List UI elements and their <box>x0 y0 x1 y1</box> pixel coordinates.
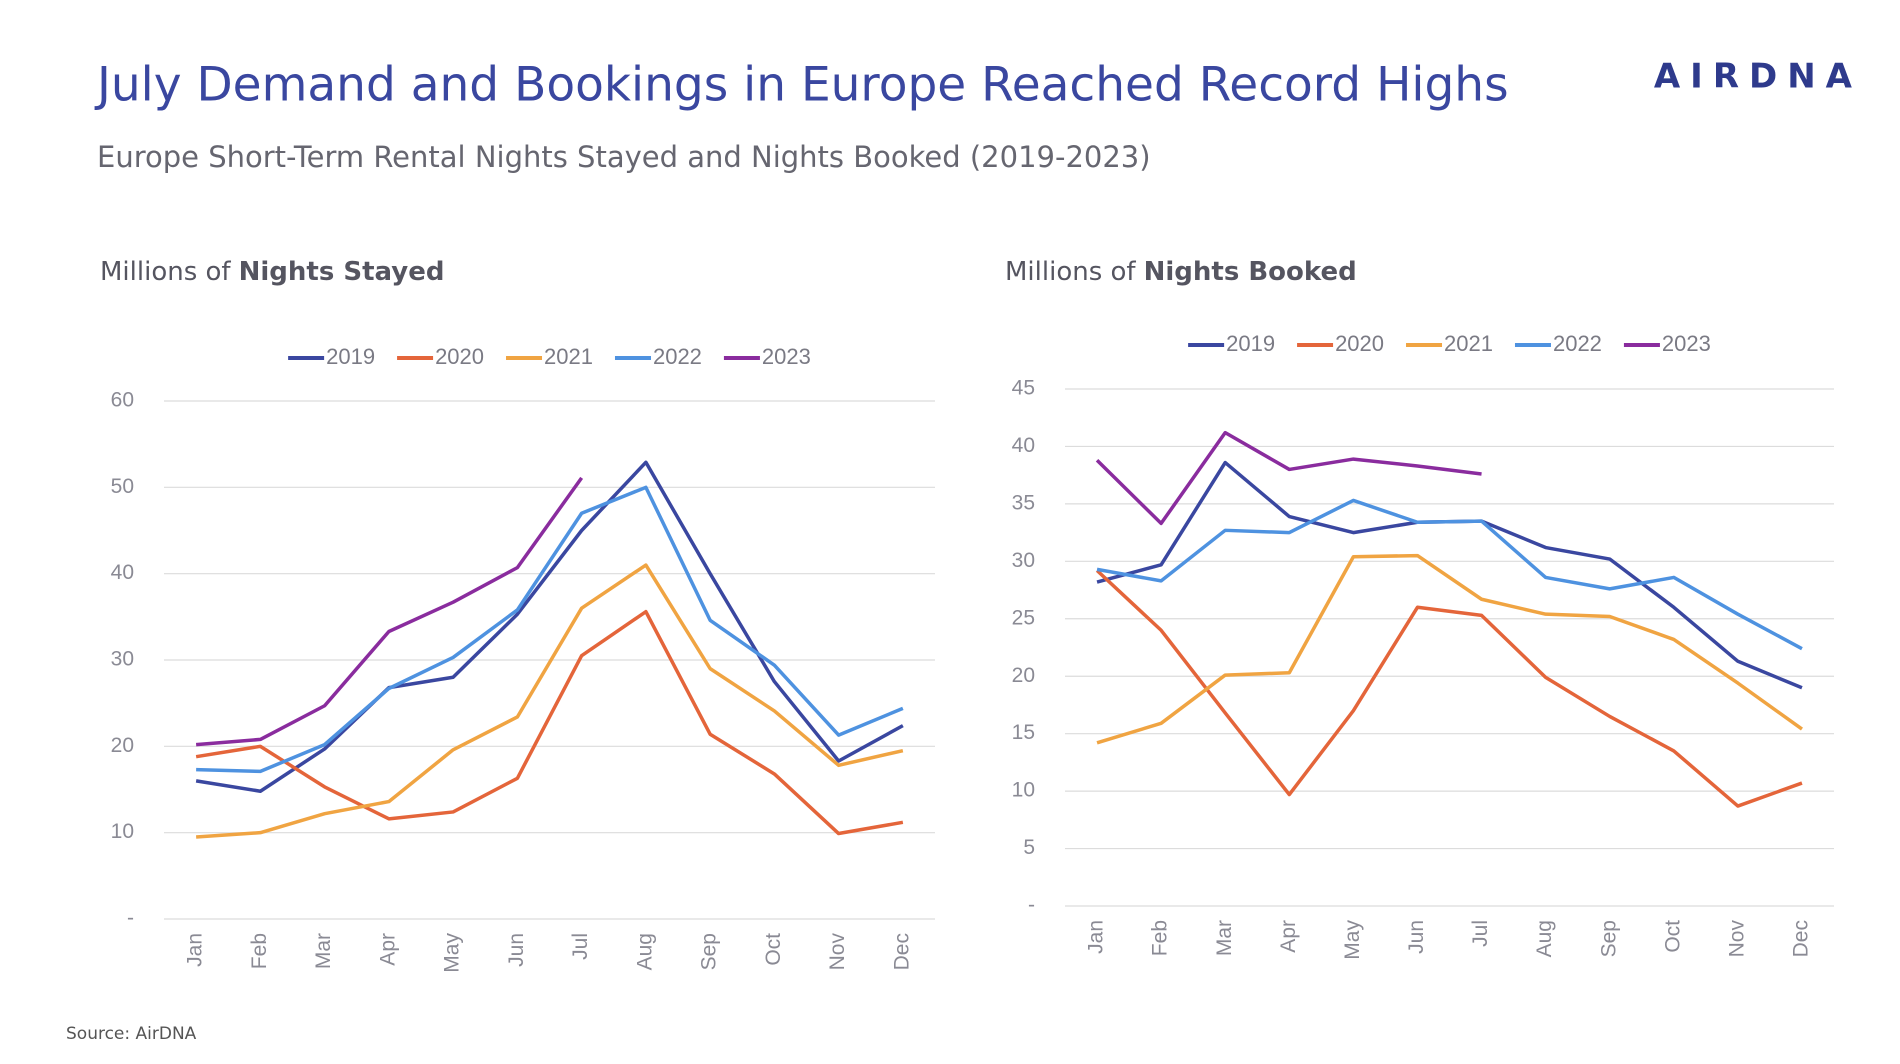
series-line <box>195 609 904 836</box>
y-tick-label: 5 <box>1023 836 1035 859</box>
y-tick-label: 35 <box>1012 491 1035 514</box>
x-tick-label: Jun <box>505 933 528 967</box>
x-tick-label: Feb <box>248 933 271 969</box>
y-tick-label: 10 <box>1012 779 1035 802</box>
y-tick-label: - <box>1028 894 1035 917</box>
series-line <box>1095 569 1803 808</box>
x-tick-label: Mar <box>1213 920 1236 956</box>
y-tick-label: 60 <box>111 389 134 412</box>
series-line <box>195 476 584 747</box>
legend-label: 2021 <box>1444 331 1493 356</box>
x-tick-label: May <box>441 933 464 973</box>
x-tick-label: Nov <box>826 933 849 971</box>
legend: 2019 2020 2021 2022 2023 <box>288 344 811 369</box>
x-tick-label: Jul <box>569 933 592 960</box>
y-tick-label: 10 <box>111 820 134 843</box>
panel-title-lead: Millions of <box>100 257 231 287</box>
series-line <box>196 485 904 774</box>
series-line <box>1096 553 1803 745</box>
legend-label: 2023 <box>1662 331 1711 356</box>
x-tick-label: Apr <box>376 933 399 966</box>
y-tick-label: 25 <box>1012 606 1035 629</box>
legend-label: 2019 <box>326 344 375 369</box>
legend-label: 2020 <box>435 344 484 369</box>
x-tick-label: Jun <box>1405 920 1428 954</box>
panel-title: Millions of Nights Stayed <box>100 257 444 287</box>
y-tick-label: 20 <box>111 734 134 757</box>
y-tick-label: - <box>127 907 134 930</box>
panel-title-bold: Nights Stayed <box>239 257 445 287</box>
legend-label: 2022 <box>1553 331 1602 356</box>
legend-label: 2021 <box>544 344 593 369</box>
x-tick-label: Dec <box>1790 920 1813 957</box>
x-tick-label: May <box>1341 920 1364 960</box>
x-tick-label: Oct <box>1661 920 1684 953</box>
y-tick-label: 50 <box>111 475 134 498</box>
y-tick-label: 20 <box>1012 664 1035 687</box>
legend-label: 2019 <box>1226 331 1275 356</box>
x-tick-label: Feb <box>1149 920 1172 956</box>
x-tick-label: Aug <box>1533 920 1556 957</box>
x-tick-label: Jan <box>184 933 207 967</box>
subtitle: Europe Short-Term Rental Nights Stayed a… <box>97 140 1151 174</box>
x-tick-label: Sep <box>1597 920 1620 957</box>
x-tick-label: Dec <box>890 933 913 970</box>
y-tick-label: 30 <box>1012 549 1035 572</box>
x-tick-label: Jan <box>1085 920 1108 954</box>
x-tick-label: Oct <box>762 933 785 966</box>
panel-title-bold: Nights Booked <box>1144 257 1357 287</box>
source: Source: AirDNA <box>66 1024 197 1044</box>
x-tick-label: Sep <box>698 933 721 970</box>
legend-label: 2022 <box>653 344 702 369</box>
series-line <box>196 563 904 839</box>
legend-label: 2020 <box>1335 331 1384 356</box>
x-tick-label: Nov <box>1725 920 1748 958</box>
y-tick-label: 40 <box>1012 434 1035 457</box>
x-tick-label: Mar <box>312 933 335 969</box>
y-tick-label: 40 <box>111 561 134 584</box>
title: July Demand and Bookings in Europe Reach… <box>94 58 1509 113</box>
y-tick-label: 45 <box>1012 377 1035 400</box>
legend-label: 2023 <box>762 344 811 369</box>
panel-title-lead: Millions of <box>1005 257 1136 287</box>
y-tick-label: 30 <box>111 648 134 671</box>
x-tick-label: Jul <box>1469 920 1492 947</box>
series-line <box>1096 498 1803 651</box>
y-tick-label: 15 <box>1012 721 1035 744</box>
panel-title: Millions of Nights Booked <box>1005 257 1357 287</box>
series-line <box>195 460 904 793</box>
logo: AIRDNA <box>1654 57 1862 97</box>
series-line <box>1095 430 1482 526</box>
x-tick-label: Apr <box>1277 920 1300 953</box>
x-tick-label: Aug <box>633 933 656 970</box>
legend: 2019 2020 2021 2022 2023 <box>1188 331 1711 356</box>
